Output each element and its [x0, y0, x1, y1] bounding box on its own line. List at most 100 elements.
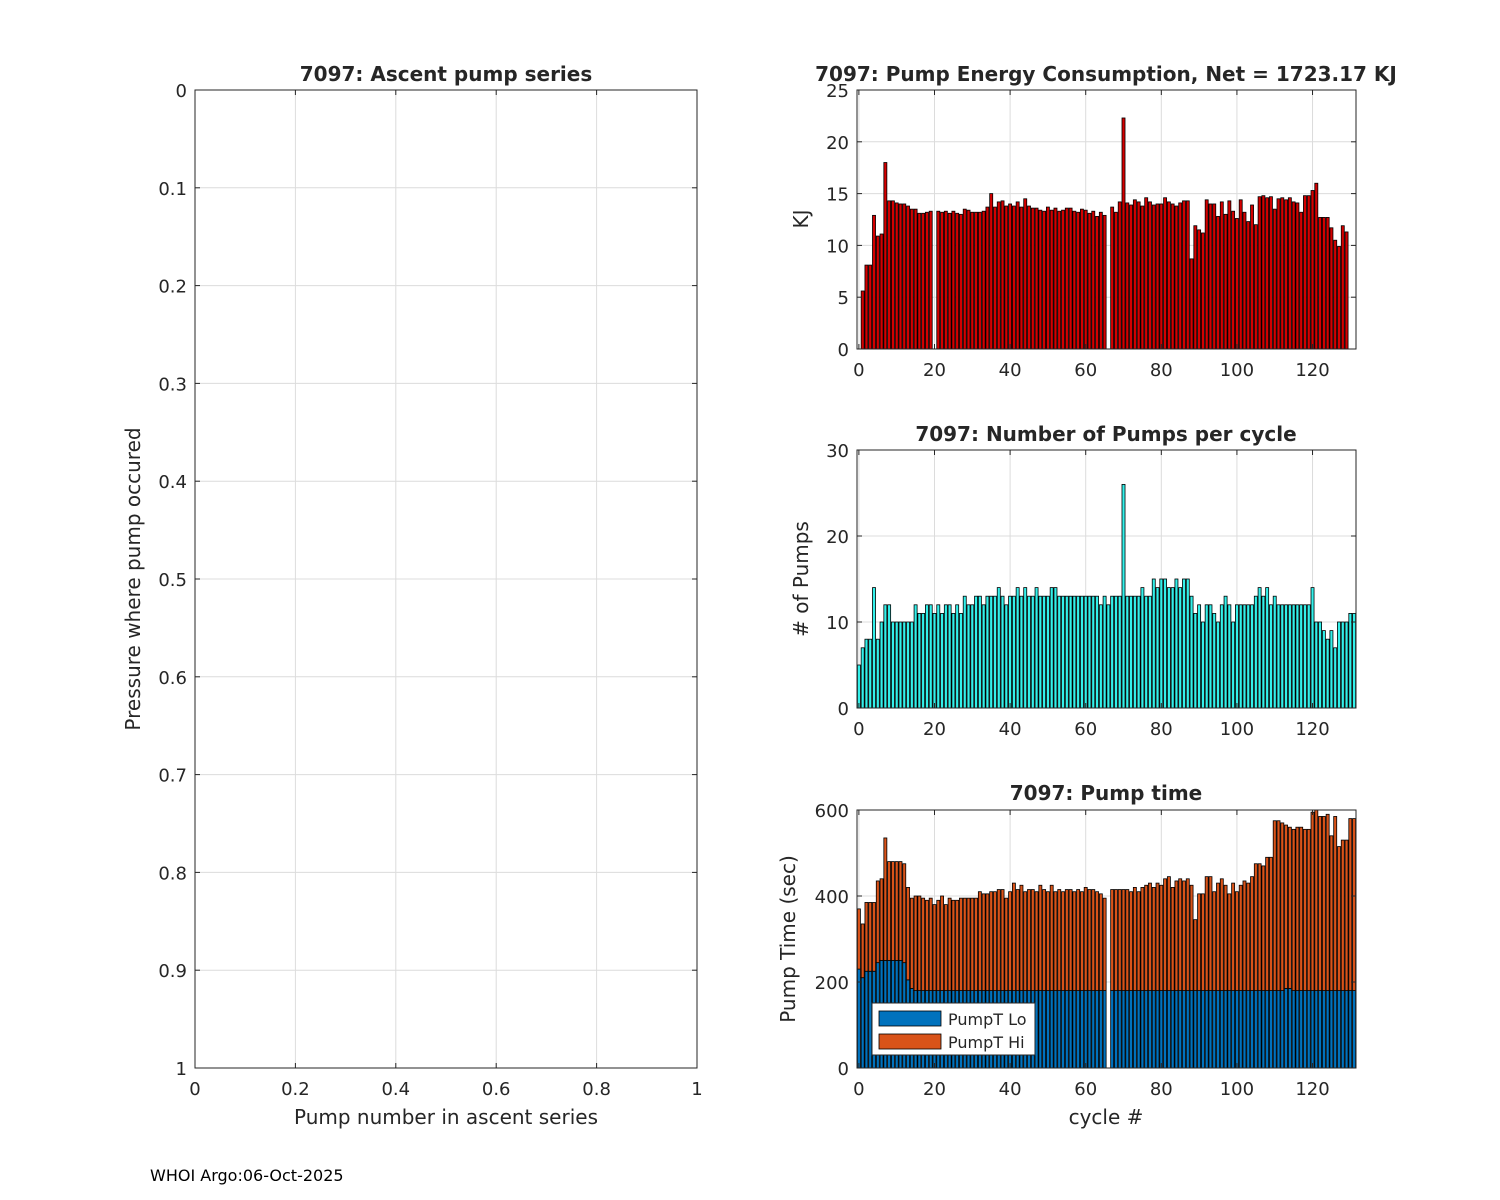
x-tick-label: 120 — [1295, 360, 1329, 381]
pumps-bar — [1163, 578, 1168, 709]
energy-bar — [1117, 201, 1122, 350]
pump-energy-chart: 0 20 40 60 80 100 120 0 5 10 15 20 25 7097: Pump Ene… — [789, 62, 1397, 381]
pumpt-hi-bar — [1185, 878, 1190, 991]
y-tick-label: 5 — [838, 288, 849, 309]
x-tick-label: 20 — [923, 1079, 946, 1100]
y-tick-label: 0 — [176, 81, 187, 102]
energy-bar — [1019, 206, 1024, 350]
pumpt-hi-bar — [1098, 893, 1103, 991]
pumps-bar — [1098, 604, 1103, 709]
energy-bar — [1182, 200, 1186, 350]
pumps-bar — [894, 621, 899, 709]
pumpt-lo-bar — [1163, 990, 1168, 1069]
energy-bar — [1299, 211, 1304, 350]
pumps-bar — [1227, 604, 1232, 709]
energy-bar — [989, 193, 994, 350]
ascent-pump-series-chart: 0 0.2 0.4 0.6 0.8 100.10.20.30.40.50.60.70.80… — [121, 62, 703, 1129]
energy-bar — [1129, 204, 1133, 350]
energy-bar — [1242, 211, 1247, 350]
pumps-per-cycle-chart: 0 20 40 60 80 100 120 0 10 20 30 7097: Number of P… — [789, 422, 1357, 740]
pumpt-hi-bar — [1049, 884, 1054, 991]
y-tick-label: 0.3 — [158, 374, 187, 395]
energy-bar — [1200, 232, 1205, 350]
y-tick-label: 10 — [826, 613, 849, 634]
pumps-bar — [875, 638, 880, 709]
y-tick-label: 0.9 — [158, 961, 187, 982]
y-tick-label: 0.8 — [158, 863, 187, 884]
y-axis-label: KJ — [789, 209, 813, 228]
energy-bar — [1261, 195, 1266, 350]
pumpt-lo-bar — [1238, 990, 1243, 1069]
y-tick-label: 0 — [838, 340, 849, 361]
energy-bar — [1049, 209, 1054, 350]
x-tick-label: 0.6 — [482, 1079, 511, 1100]
pumps-bar — [985, 595, 990, 709]
pumpt-hi-bar — [860, 923, 865, 979]
pumpt-lo-bar — [1314, 990, 1319, 1069]
pumps-bar — [1299, 604, 1304, 709]
energy-bar — [1337, 246, 1341, 350]
pumps-bar — [1155, 587, 1160, 709]
pumpt-lo-bar — [1303, 990, 1307, 1069]
pumpt-hi-bar — [1174, 880, 1179, 992]
pumpt-hi-bar — [1136, 891, 1141, 992]
energy-bar — [985, 206, 990, 350]
pumps-bar — [1000, 595, 1005, 709]
pumps-bar — [989, 595, 994, 709]
pumpt-lo-bar — [856, 968, 861, 1069]
pumpt-lo-bar — [1095, 990, 1099, 1069]
pumpt-lo-bar — [1178, 990, 1183, 1069]
pumps-bar — [1030, 595, 1035, 709]
pumps-bar — [1083, 595, 1088, 709]
pumpt-hi-bar — [1121, 889, 1126, 991]
energy-bar — [1272, 208, 1277, 350]
pumps-bar — [925, 604, 929, 709]
energy-bar — [1034, 207, 1039, 350]
pumpt-hi-bar — [1076, 889, 1081, 991]
energy-bar — [1238, 199, 1243, 350]
pumps-bar — [1340, 621, 1345, 709]
pumps-bar — [951, 613, 956, 709]
x-tick-label: 0.4 — [381, 1079, 410, 1100]
energy-bar — [1023, 198, 1028, 350]
pumpt-hi-bar — [879, 878, 884, 961]
pumpt-lo-bar — [1242, 990, 1247, 1069]
pumps-bar — [966, 604, 971, 709]
energy-bar — [1102, 214, 1107, 350]
pumps-bar — [936, 604, 941, 709]
pumpt-lo-bar — [1155, 990, 1160, 1069]
pumps-bar — [1132, 595, 1137, 709]
pumpt-hi-bar — [1182, 880, 1186, 992]
energy-bar — [1038, 209, 1043, 350]
pumpt-lo-bar — [1212, 990, 1217, 1069]
pumpt-hi-bar — [868, 902, 873, 972]
pumps-bar — [1049, 587, 1054, 709]
pumpt-hi-bar — [1269, 856, 1273, 991]
x-tick-label: 60 — [1074, 719, 1097, 740]
x-tick-label: 20 — [923, 719, 946, 740]
energy-bar — [943, 210, 948, 350]
y-tick-label: 10 — [826, 236, 849, 257]
pumpt-lo-bar — [1140, 990, 1145, 1069]
pumps-bar — [1219, 604, 1224, 709]
pumpt-hi-bar — [1257, 863, 1262, 991]
pumpt-hi-bar — [1295, 826, 1300, 992]
pumpt-lo-bar — [1136, 990, 1141, 1069]
pumpt-hi-bar — [921, 897, 926, 992]
pumps-bar — [1136, 595, 1141, 709]
energy-bar — [909, 208, 914, 350]
energy-bar — [860, 290, 865, 350]
pumpt-lo-bar — [1189, 990, 1194, 1069]
pumps-bar — [1333, 647, 1338, 709]
pumps-bar — [1045, 595, 1050, 709]
energy-bar — [940, 211, 944, 350]
energy-bar — [1219, 201, 1224, 350]
x-tick-label: 1 — [691, 1079, 702, 1100]
plot-frame — [856, 89, 1357, 350]
pumps-bar — [856, 664, 861, 709]
pumpt-lo-bar — [1333, 990, 1338, 1069]
pumpt-lo-bar — [1042, 990, 1047, 1069]
pumps-bar — [1291, 604, 1296, 709]
pumpt-hi-bar — [947, 897, 952, 992]
